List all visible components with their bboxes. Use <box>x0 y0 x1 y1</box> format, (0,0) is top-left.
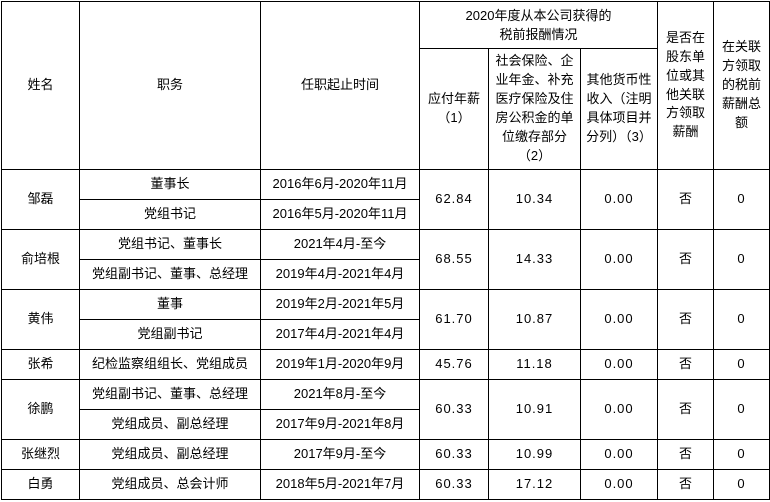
cell-insurance: 10.99 <box>488 439 581 470</box>
cell-term: 2016年6月-2020年11月 <box>260 169 420 200</box>
cell-other-income: 0.00 <box>579 229 659 290</box>
cell-other-income: 0.00 <box>579 289 659 350</box>
table-row: 徐鹏 党组副书记、董事、总经理 2021年8月-至今 60.33 10.91 0… <box>1 379 770 440</box>
cell-related-total: 0 <box>713 169 770 230</box>
cell-salary: 60.33 <box>419 469 489 500</box>
cell-position: 党组成员、副总经理 <box>79 409 261 440</box>
cell-name: 俞培根 <box>1 229 80 290</box>
header-name: 姓名 <box>1 1 80 170</box>
table-row: 邹磊 董事长 2016年6月-2020年11月 62.84 10.34 0.00… <box>1 169 770 230</box>
cell-insurance: 14.33 <box>488 229 581 290</box>
cell-term: 2018年5月-2021年7月 <box>260 469 420 500</box>
cell-term: 2021年8月-至今 <box>260 379 420 410</box>
cell-position: 党组副书记、董事、总经理 <box>79 379 261 410</box>
cell-related-total: 0 <box>713 439 770 470</box>
header-other-income: 其他货币性收入（注明具体项目并分列）（3） <box>579 48 659 170</box>
cell-related-party: 否 <box>657 469 715 500</box>
cell-related-total: 0 <box>713 289 770 350</box>
cell-salary: 60.33 <box>419 379 489 440</box>
header-related-party: 是否在股东单位或其他关联方领取薪酬 <box>657 1 715 170</box>
cell-salary: 68.55 <box>419 229 489 290</box>
header-salary: 应付年薪（1） <box>419 48 489 170</box>
cell-salary: 61.70 <box>419 289 489 350</box>
cell-insurance: 17.12 <box>488 469 581 500</box>
cell-name: 张继烈 <box>1 439 80 470</box>
cell-other-income: 0.00 <box>579 439 659 470</box>
cell-salary: 62.84 <box>419 169 489 230</box>
cell-name: 邹磊 <box>1 169 80 230</box>
header-compensation-group-line1: 2020年度从本公司获得的 <box>465 7 612 23</box>
cell-position: 党组书记 <box>79 199 261 230</box>
table-row: 俞培根 党组书记、董事长 2021年4月-至今 68.55 14.33 0.00… <box>1 229 770 290</box>
cell-related-total: 0 <box>713 469 770 500</box>
cell-term: 2017年9月-至今 <box>260 439 420 470</box>
cell-position: 党组副书记 <box>79 319 261 350</box>
table-row: 党组副书记 2017年4月-2021年4月 <box>2 319 770 350</box>
cell-salary: 45.76 <box>419 349 489 380</box>
cell-term: 2021年4月-至今 <box>260 229 420 260</box>
cell-insurance: 10.34 <box>488 169 581 230</box>
table-row: 黄伟 董事 2019年2月-2021年5月 61.70 10.87 0.00 否… <box>1 289 770 350</box>
cell-position: 董事长 <box>79 169 261 200</box>
cell-term: 2017年9月-2021年8月 <box>260 409 420 440</box>
header-term: 任职起止时间 <box>260 1 420 170</box>
cell-related-party: 否 <box>657 169 715 230</box>
cell-position: 党组副书记、董事、总经理 <box>79 259 261 290</box>
cell-other-income: 0.00 <box>579 379 659 440</box>
cell-related-total: 0 <box>713 229 770 290</box>
cell-related-party: 否 <box>657 229 715 290</box>
cell-related-party: 否 <box>657 289 715 350</box>
cell-related-party: 否 <box>657 379 715 440</box>
header-row-1: 姓名 职务 任职起止时间 2020年度从本公司获得的 税前报酬情况 是否在股东单… <box>1 1 770 170</box>
table-row: 白勇 党组成员、总会计师 2018年5月-2021年7月 60.33 17.12… <box>1 469 770 500</box>
table-row: 张继烈 党组成员、副总经理 2017年9月-至今 60.33 10.99 0.0… <box>1 439 770 470</box>
cell-name: 徐鹏 <box>1 379 80 440</box>
cell-related-party: 否 <box>657 349 715 380</box>
cell-name: 黄伟 <box>1 289 80 350</box>
table-row: 党组成员、副总经理 2017年9月-2021年8月 <box>2 409 770 440</box>
cell-position: 党组书记、董事长 <box>79 229 261 260</box>
cell-insurance: 11.18 <box>488 349 581 380</box>
cell-related-total: 0 <box>713 349 770 380</box>
cell-term: 2017年4月-2021年4月 <box>260 319 420 350</box>
header-compensation-group: 2020年度从本公司获得的 税前报酬情况 <box>418 1 659 49</box>
cell-term: 2019年4月-2021年4月 <box>260 259 420 290</box>
cell-name: 白勇 <box>1 469 80 500</box>
cell-position: 党组成员、总会计师 <box>79 469 261 500</box>
cell-position: 董事 <box>79 289 261 320</box>
table-row: 党组副书记、董事、总经理 2019年4月-2021年4月 <box>2 259 770 290</box>
header-insurance: 社会保险、企业年金、补充医疗保险及住房公积金的单位缴存部分（2） <box>488 48 581 170</box>
cell-salary: 60.33 <box>419 439 489 470</box>
cell-related-total: 0 <box>713 379 770 440</box>
header-related-total: 在关联方领取的税前薪酬总额 <box>713 1 770 170</box>
cell-related-party: 否 <box>657 439 715 470</box>
cell-insurance: 10.87 <box>488 289 581 350</box>
header-compensation-group-line2: 税前报酬情况 <box>499 27 578 42</box>
cell-term: 2019年2月-2021年5月 <box>260 289 420 320</box>
cell-position: 纪检监察组组长、党组成员 <box>79 349 261 380</box>
table-row: 张希 纪检监察组组长、党组成员 2019年1月-2020年9月 45.76 11… <box>1 349 770 380</box>
cell-other-income: 0.00 <box>579 349 659 380</box>
cell-name: 张希 <box>1 349 80 380</box>
header-position: 职务 <box>79 1 261 170</box>
table-row: 党组书记 2016年5月-2020年11月 <box>2 199 770 230</box>
cell-position: 党组成员、副总经理 <box>79 439 261 470</box>
cell-other-income: 0.00 <box>579 469 659 500</box>
cell-other-income: 0.00 <box>579 169 659 230</box>
cell-insurance: 10.91 <box>488 379 581 440</box>
cell-term: 2016年5月-2020年11月 <box>260 199 420 230</box>
cell-term: 2019年1月-2020年9月 <box>260 349 420 380</box>
